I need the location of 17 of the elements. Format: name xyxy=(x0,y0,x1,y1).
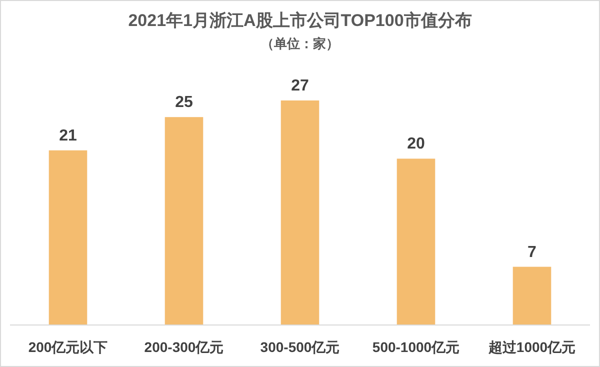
data-label: 21 xyxy=(59,127,77,144)
bar xyxy=(48,150,88,325)
bar xyxy=(396,158,436,325)
x-tick-label: 500-1000亿元 xyxy=(372,339,460,355)
bar xyxy=(164,117,204,325)
data-label: 7 xyxy=(528,244,537,261)
x-tick-label: 200亿元以下 xyxy=(28,339,108,355)
chart-title: 2021年1月浙江A股上市公司TOP100市值分布 xyxy=(128,11,472,30)
bar xyxy=(512,266,552,325)
data-label: 25 xyxy=(175,94,193,112)
x-tick-label: 300-500亿元 xyxy=(260,339,340,355)
data-label: 27 xyxy=(291,77,309,94)
chart-subtitle: （单位：家） xyxy=(261,36,339,51)
data-label: 20 xyxy=(407,136,425,153)
bar xyxy=(280,100,320,325)
x-tick-label: 200-300亿元 xyxy=(144,339,224,355)
x-tick-label: 超过1000亿元 xyxy=(487,339,576,355)
